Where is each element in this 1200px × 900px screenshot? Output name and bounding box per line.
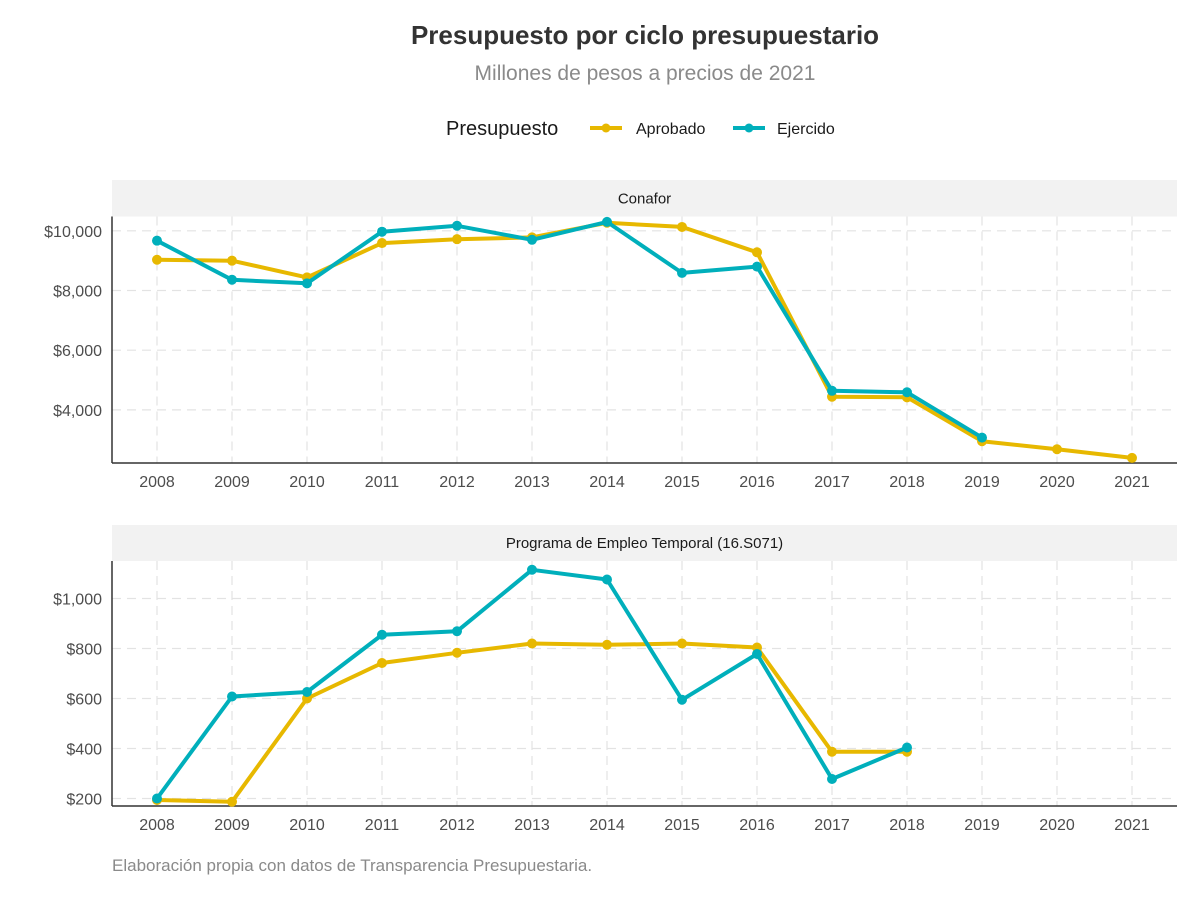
chart-subtitle: Millones de pesos a precios de 2021: [475, 62, 816, 85]
data-point-ejercido-2010: [302, 687, 312, 697]
x-tick-label: 2012: [439, 474, 475, 491]
data-point-aprobado-2013: [527, 638, 537, 649]
data-point-ejercido-2013: [527, 234, 537, 245]
y-tick-label: $400: [66, 742, 102, 759]
x-tick-label: 2017: [814, 817, 850, 834]
legend-label-aprobado: Aprobado: [636, 121, 705, 138]
data-point-aprobado-2015: [677, 221, 687, 232]
data-point-ejercido-2014: [602, 216, 612, 227]
data-point-ejercido-2010: [302, 278, 312, 289]
data-point-aprobado-2016: [752, 247, 762, 258]
data-point-ejercido-2016: [752, 261, 762, 272]
data-point-aprobado-2011: [377, 658, 387, 668]
data-point-aprobado-2009: [227, 255, 237, 266]
x-tick-label: 2010: [289, 474, 325, 491]
data-point-aprobado-2015: [677, 638, 687, 649]
x-tick-label: 2020: [1039, 474, 1075, 491]
data-point-ejercido-2015: [677, 267, 687, 278]
facet-strip-label: Programa de Empleo Temporal (16.S071): [506, 535, 783, 552]
panel-conafor: Conafor $4,000 $6,000 $8,000 $10,000 2008 2009…: [44, 180, 1177, 491]
legend-title: Presupuesto: [446, 118, 558, 140]
data-point-ejercido-2016: [752, 649, 762, 659]
x-tick-label: 2010: [289, 817, 325, 834]
data-point-ejercido-2012: [452, 626, 462, 637]
data-point-ejercido-2009: [227, 274, 237, 285]
data-point-ejercido-2018: [902, 742, 912, 753]
x-tick-label: 2016: [739, 474, 775, 491]
data-point-ejercido-2008: [152, 235, 162, 246]
x-tick-label: 2015: [664, 817, 700, 834]
x-tick-label: 2015: [664, 474, 700, 491]
x-tick-label: 2011: [365, 817, 400, 834]
data-point-ejercido-2017: [827, 385, 837, 396]
data-point-aprobado-2012: [452, 234, 462, 245]
x-tick-label: 2014: [589, 474, 625, 491]
data-point-aprobado-2009: [227, 796, 237, 807]
legend-entry-aprobado: Aprobado: [590, 121, 705, 138]
x-tick-label: 2012: [439, 817, 475, 834]
x-tick-label: 2019: [964, 817, 1000, 834]
x-tick-label: 2018: [889, 817, 925, 834]
data-point-ejercido-2009: [227, 691, 237, 702]
data-point-aprobado-2017: [827, 746, 837, 757]
y-tick-label: $1,000: [53, 592, 102, 609]
facet-strip: [112, 525, 1177, 561]
series-line-ejercido: [155, 219, 984, 440]
legend-entry-ejercido: Ejercido: [733, 121, 835, 138]
legend-key-point-aprobado: [601, 123, 611, 133]
data-point-ejercido-2015: [677, 694, 687, 705]
data-point-aprobado-2008: [152, 254, 162, 265]
data-point-ejercido-2014: [602, 574, 612, 585]
data-point-aprobado-2014: [602, 639, 612, 650]
x-tick-label: 2013: [514, 817, 550, 834]
data-point-ejercido-2011: [377, 226, 387, 237]
series-line-aprobado: [155, 220, 1134, 460]
facet-strip-label: Conafor: [618, 190, 671, 207]
data-point-aprobado-2012: [452, 647, 462, 658]
data-point-aprobado-2020: [1052, 444, 1062, 455]
x-tick-label: 2011: [365, 474, 400, 491]
x-tick-label: 2014: [589, 817, 625, 834]
x-tick-label: 2018: [889, 474, 925, 491]
y-tick-label: $600: [66, 692, 102, 709]
chart-title: Presupuesto por ciclo presupuestario: [411, 20, 879, 50]
y-tick-label: $10,000: [44, 224, 102, 241]
x-tick-label: 2019: [964, 474, 1000, 491]
x-tick-label: 2009: [214, 817, 250, 834]
data-point-aprobado-2021: [1127, 452, 1137, 463]
x-tick-label: 2009: [214, 474, 250, 491]
x-tick-label: 2017: [814, 474, 850, 491]
data-point-aprobado-2011: [377, 238, 387, 249]
data-point-ejercido-2012: [452, 220, 462, 231]
facet-strip: [112, 180, 1177, 217]
legend-label-ejercido: Ejercido: [777, 121, 835, 138]
y-tick-label: $8,000: [53, 284, 102, 301]
legend-key-point-ejercido: [744, 123, 754, 133]
x-tick-label: 2021: [1114, 817, 1150, 834]
data-point-ejercido-2017: [827, 774, 837, 784]
panel-empleo-temporal: Programa de Empleo Temporal (16.S071) $20…: [53, 525, 1177, 834]
y-tick-label: $4,000: [53, 403, 102, 420]
x-tick-label: 2008: [139, 817, 175, 834]
data-point-ejercido-2011: [377, 629, 387, 640]
legend: Presupuesto Aprobado Ejercido: [446, 118, 835, 140]
x-tick-label: 2020: [1039, 817, 1075, 834]
x-tick-label: 2021: [1114, 474, 1150, 491]
chart-caption: Elaboración propia con datos de Transpar…: [112, 856, 592, 875]
y-tick-label: $200: [66, 792, 102, 809]
data-point-ejercido-2013: [527, 564, 537, 575]
x-tick-label: 2016: [739, 817, 775, 834]
x-tick-label: 2013: [514, 474, 550, 491]
y-tick-label: $6,000: [53, 343, 102, 360]
x-tick-label: 2008: [139, 474, 175, 491]
y-tick-label: $800: [66, 642, 102, 659]
data-point-ejercido-2019: [977, 432, 987, 443]
data-point-ejercido-2008: [152, 793, 162, 804]
data-point-ejercido-2018: [902, 387, 912, 398]
